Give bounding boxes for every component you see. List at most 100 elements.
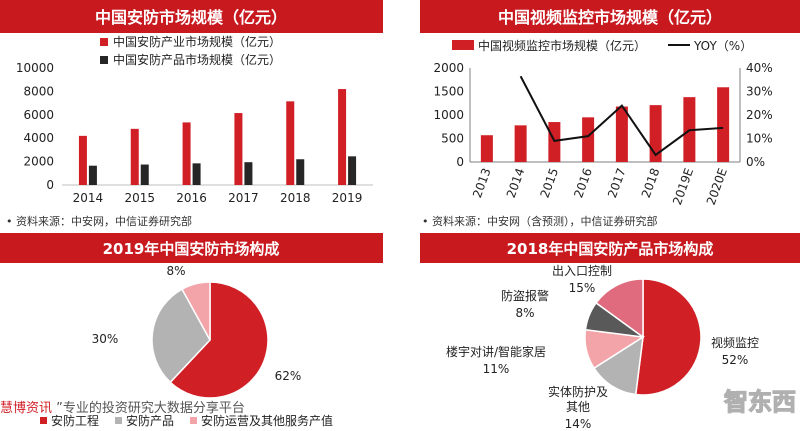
pie-slice-0 [169, 281, 269, 399]
y-right-tick-label: 40% [746, 61, 773, 75]
legend-label-1: 中国安防产品市场规模（亿元） [113, 52, 281, 67]
legend-swatch-2 [190, 417, 197, 424]
pie-category-label-1: 其他 [566, 400, 590, 414]
x-tick-label: 2013 [470, 166, 494, 199]
x-tick-label: 2016 [571, 166, 595, 199]
chart1-source: • 资料来源：中安网，中信证券研究部 [6, 214, 192, 228]
pie-value-label-0: 52% [722, 353, 749, 367]
bar-2013 [480, 135, 493, 162]
y-left-tick-label: 1000 [433, 108, 464, 122]
bar-1-2019 [348, 156, 357, 185]
bar-2018 [649, 105, 662, 162]
x-tick-label: 2018 [280, 191, 311, 205]
logo-right: 智东西 [723, 387, 796, 416]
legend-swatch-0 [40, 417, 47, 424]
bar-0-2014 [78, 135, 87, 185]
legend-label-bar: 中国视频监控市场规模（亿元） [478, 38, 646, 53]
legend-label-2: 安防运营及其他服务产值 [201, 413, 333, 428]
chart1-title: 中国安防市场规模（亿元） [95, 8, 287, 27]
pie-category-label-3: 防盗报警 [501, 288, 549, 303]
watermark-left-red: 慧博资讯 [0, 400, 52, 416]
bar-2014 [514, 125, 527, 162]
pie-slice-2 [181, 281, 211, 341]
x-tick-label: 2019 [332, 191, 363, 205]
x-tick-label: 2015 [538, 166, 562, 199]
chart3-pie-chart: 62% 30% 8% 安防工程 安防产品 安防运营及其他服务产值 [40, 264, 333, 428]
x-tick-label: 2016 [176, 191, 207, 205]
pie-value-label-2: 8% [166, 264, 185, 278]
pie-value-label-1: 14% [565, 417, 592, 431]
bar-2015 [548, 122, 561, 162]
x-tick-label: 2020E [704, 166, 730, 207]
pie-value-label-2: 11% [483, 362, 510, 376]
y-left-tick-label: 1500 [433, 85, 464, 99]
pie-value-label-1: 30% [92, 332, 119, 346]
pie-value-label-4: 15% [569, 281, 596, 295]
bar-0-2017 [234, 113, 243, 185]
bar-1-2015 [140, 164, 149, 185]
chart3-title: 2019年中国安防市场构成 [103, 240, 280, 258]
pie-value-label-0: 62% [275, 369, 302, 383]
y-right-tick-label: 30% [746, 85, 773, 99]
bar-1-2017 [244, 162, 253, 185]
legend-label-1: 安防产品 [126, 413, 174, 428]
legend-swatch-1 [100, 56, 108, 64]
y-left-tick-label: 0 [456, 155, 464, 169]
x-tick-label: 2014 [504, 166, 528, 199]
title-bar-1 [0, 0, 383, 33]
bar-2017 [615, 106, 628, 162]
chart2-combo-chart: 中国视频监控市场规模（亿元） YOY（%） 0 500 1000 1500 2000 0% 10… [433, 38, 772, 207]
x-tick-label: 2014 [73, 191, 104, 205]
x-tick-label: 2019E [670, 166, 696, 207]
y-right-tick-label: 10% [746, 132, 773, 146]
pie-slice-0 [634, 278, 702, 396]
bar-0-2019 [338, 89, 347, 185]
pie-value-label-3: 8% [515, 306, 534, 320]
logo-right-text: 智东西 [724, 388, 796, 416]
bar-2020E [717, 87, 730, 162]
title-bar-3 [0, 233, 383, 263]
chart1-bar-chart: 中国安防产业市场规模（亿元） 中国安防产品市场规模（亿元） 0 2000 4000 600… [16, 34, 373, 205]
y-tick-label: 4000 [23, 131, 54, 145]
y-left-tick-label: 500 [441, 132, 464, 146]
bar-1-2018 [296, 159, 305, 185]
x-tick-label: 2015 [124, 191, 155, 205]
y-tick-label: 8000 [23, 84, 54, 98]
chart2-source: • 资料来源：中安网（含预测），中信证券研究部 [422, 214, 657, 228]
x-tick-label: 2018 [639, 166, 663, 199]
y-tick-label: 6000 [23, 108, 54, 122]
bar-0-2015 [130, 128, 139, 185]
y-left-tick-label: 2000 [433, 61, 464, 75]
y-right-tick-label: 20% [746, 108, 773, 122]
legend-swatch-0 [100, 38, 108, 46]
title-bar-2 [420, 0, 800, 33]
legend-label-line: YOY（%） [693, 39, 752, 53]
bar-1-2014 [88, 165, 97, 185]
y-tick-label: 2000 [23, 155, 54, 169]
legend-label-0: 中国安防产业市场规模（亿元） [113, 34, 281, 49]
legend-label-0: 安防工程 [51, 413, 99, 428]
legend-swatch-1 [115, 417, 122, 424]
pie-category-label-0: 视频监控 [711, 335, 759, 350]
yoy-line [519, 75, 724, 157]
chart4-title: 2018年中国安防产品市场构成 [507, 240, 714, 258]
pie-slice-1 [592, 335, 644, 396]
bar-2016 [582, 117, 595, 162]
pie-slice-1 [151, 288, 211, 384]
pie-category-label-2: 楼宇对讲/智能家居 [446, 344, 546, 359]
y-right-tick-label: 0% [746, 155, 765, 169]
chart2-title: 中国视频监控市场规模（亿元） [498, 8, 722, 27]
title-bar-4 [420, 233, 800, 263]
x-tick-label: 2017 [228, 191, 259, 205]
bar-0-2018 [286, 101, 295, 185]
bar-0-2016 [182, 122, 191, 185]
bar-1-2016 [192, 163, 201, 185]
y-tick-label: 0 [46, 178, 54, 192]
y-tick-label: 10000 [16, 61, 54, 75]
pie-category-label-4: 出入口控制 [552, 264, 612, 278]
legend-swatch-bar [452, 40, 474, 50]
watermark-left-rest: ”专业的投资研究大数据分享平台 [56, 400, 245, 416]
watermark-left: 慧博资讯 ”专业的投资研究大数据分享平台 [0, 400, 245, 416]
